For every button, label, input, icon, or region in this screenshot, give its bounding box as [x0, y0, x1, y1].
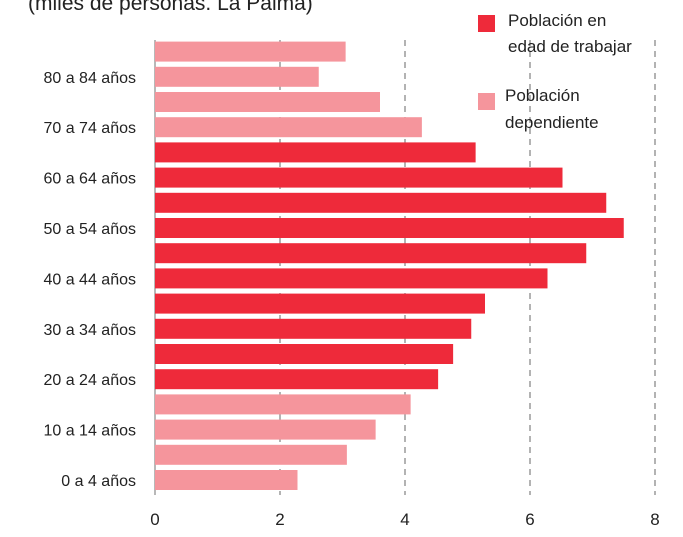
y-axis-labels: 0 a 4 años 10 a 14 años 20 a 24 años 30 a 3…	[43, 70, 136, 490]
bar-dependiente	[155, 444, 347, 465]
y-category-label: 40 a 44 años	[43, 271, 136, 288]
bar-trabajar	[155, 268, 548, 289]
bar-dependiente	[155, 66, 319, 87]
x-tick-label: 4	[400, 510, 409, 529]
bars-layer	[155, 41, 624, 490]
chart-title: (miles de personas. La Palma)	[28, 0, 313, 15]
legend-label-dependiente-line1: Población	[505, 86, 580, 105]
bar-trabajar	[155, 218, 624, 238]
bar-trabajar	[155, 167, 563, 188]
bar-trabajar	[155, 344, 454, 364]
y-category-label: 10 a 14 años	[43, 423, 136, 440]
bar-trabajar	[155, 318, 472, 339]
legend: Población en edad de trabajar Población …	[478, 11, 632, 132]
bar-dependiente	[155, 117, 422, 138]
y-category-label: 50 a 54 años	[43, 221, 136, 238]
x-tick-label: 8	[650, 510, 659, 529]
x-tick-label: 6	[525, 510, 534, 529]
legend-swatch-dependiente	[478, 93, 495, 110]
bar-trabajar	[155, 142, 476, 163]
legend-label-trabajar-line2: edad de trabajar	[508, 37, 632, 56]
bar-dependiente	[155, 41, 346, 62]
grid-layer	[154, 40, 656, 495]
bar-trabajar	[155, 243, 587, 264]
legend-swatch-trabajar	[478, 15, 495, 32]
bar-trabajar	[155, 192, 607, 213]
x-tick-label: 2	[275, 510, 284, 529]
x-tick-label: 0	[150, 510, 159, 529]
bar-dependiente	[155, 470, 298, 490]
y-category-label: 70 a 74 años	[43, 120, 136, 137]
y-category-label: 60 a 64 años	[43, 171, 136, 188]
bar-trabajar	[155, 369, 439, 390]
bar-dependiente	[155, 92, 380, 112]
x-axis-tick-labels: 0 2 4 6 8	[150, 510, 659, 529]
y-category-label: 20 a 24 años	[43, 372, 136, 389]
bar-dependiente	[155, 394, 411, 415]
bar-dependiente	[155, 419, 376, 440]
y-category-label: 80 a 84 años	[43, 70, 136, 87]
legend-label-trabajar-line1: Población en	[508, 11, 606, 30]
legend-label-dependiente-line2: dependiente	[505, 113, 599, 132]
bar-trabajar	[155, 293, 485, 314]
y-category-label: 0 a 4 años	[61, 473, 136, 490]
y-category-label: 30 a 34 años	[43, 322, 136, 339]
